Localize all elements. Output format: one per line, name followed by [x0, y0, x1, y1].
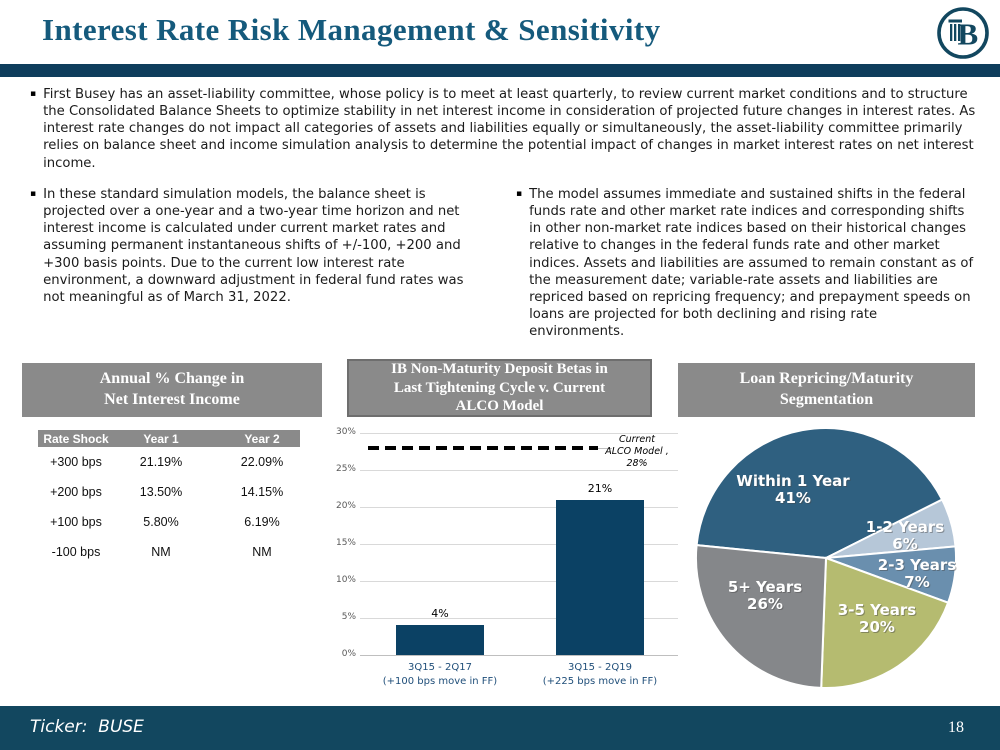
table-cell: +100 bps [50, 515, 102, 529]
table-cell: 21.19% [139, 455, 183, 469]
table-cell: NM [252, 545, 272, 559]
intro-bullet-text: First Busey has an asset-liability commi… [43, 87, 976, 171]
y-tick-label: 10% [335, 575, 356, 585]
table-cell: 13.50% [139, 485, 183, 499]
panel-title-net-interest-income: Annual % Change in Net Interest Income [22, 363, 322, 417]
table-row: +300 bps 21.19% 22.09% [38, 447, 300, 477]
column-b-icon: B [948, 17, 979, 52]
table-cell: +200 bps [50, 485, 102, 499]
rate-shock-table: +300 bps 21.19% 22.09% +200 bps 13.50% 14.15%… [38, 447, 300, 567]
y-tick-label: 15% [335, 538, 356, 548]
gridline [360, 581, 678, 582]
pie-slice [820, 556, 950, 689]
right-column-bullet: ▪ The model assumes immediate and sustai… [516, 186, 974, 340]
table-row: +200 bps 13.50% 14.15% [38, 477, 300, 507]
alco-reference-label-line: 28% [626, 458, 648, 470]
bar-value-label: 21% [587, 481, 613, 495]
gridline [360, 433, 678, 434]
pie-slice [695, 544, 828, 689]
table-cell: 6.19% [244, 515, 280, 529]
x-tick-label: 3Q15 - 2Q19 (+225 bps move in FF) [525, 661, 675, 688]
panel-title-deposit-betas: IB Non-Maturity Deposit Betas in Last Ti… [347, 359, 652, 417]
alco-reference-line [368, 445, 598, 450]
table-cell: +300 bps [50, 455, 102, 469]
table-cell: -100 bps [51, 545, 101, 559]
busey-bank-logo: B [937, 7, 989, 59]
pie-slice-label: 3-5 Years 20% [838, 601, 916, 636]
bar-value-label: 4% [431, 607, 449, 621]
table-header-cell: Year 2 [244, 431, 280, 446]
table-header-cell: Year 1 [143, 431, 179, 446]
y-tick-label: 30% [335, 427, 356, 437]
bullet-square-icon: ▪ [30, 89, 37, 99]
bar [556, 499, 644, 655]
panel-title-loan-repricing: Loan Repricing/Maturity Segmentation [678, 363, 975, 417]
footer-bar: Ticker: BUSE 18 [0, 706, 1000, 750]
table-cell: 5.80% [143, 515, 179, 529]
gridline [360, 655, 678, 656]
table-cell: 22.09% [240, 455, 284, 469]
table-cell: 14.15% [240, 485, 284, 499]
pie-slice-label: 5+ Years 26% [728, 578, 802, 613]
loan-repricing-pie-chart: Within 1 Year 41% 1-2 Years 6%2-3 Years 7% 3-… [695, 427, 957, 689]
intro-bullet: ▪ First Busey has an asset-liability com… [30, 86, 976, 172]
gridline [360, 507, 678, 508]
x-tick-line: (+100 bps move in FF) [382, 675, 498, 687]
x-tick-line: (+225 bps move in FF) [542, 675, 658, 687]
alco-reference-label-line: Current [618, 434, 656, 445]
alco-reference-label-line: ALCO Model , [605, 446, 669, 458]
table-row: +100 bps 5.80% 6.19% [38, 507, 300, 537]
page-number: 18 [948, 719, 964, 736]
page-title: Interest Rate Risk Management & Sensitiv… [42, 12, 661, 47]
svg-text:B: B [958, 17, 979, 52]
pie-slice-label: 2-3 Years 7% [878, 556, 956, 591]
pie-slice-label: Within 1 Year 41% [736, 472, 850, 507]
x-tick-line: 3Q15 - 2Q17 [408, 662, 472, 673]
right-bullet-text: The model assumes immediate and sustaine… [529, 187, 974, 340]
left-bullet-text: In these standard simulation models, the… [43, 187, 464, 305]
gridline [360, 544, 678, 545]
pie-slice-label: 1-2 Years 6% [866, 518, 944, 553]
table-cell: NM [151, 545, 171, 559]
ticker-label: Ticker: BUSE [30, 717, 144, 737]
table-row: -100 bps NM NM [38, 537, 300, 567]
header-divider-bar [0, 64, 1000, 77]
bar [396, 625, 484, 655]
y-tick-label: 5% [341, 612, 356, 622]
bullet-square-icon: ▪ [30, 189, 37, 199]
y-tick-label: 20% [335, 501, 356, 511]
y-tick-label: 0% [341, 649, 356, 659]
gridline [360, 618, 678, 619]
x-tick-line: 3Q15 - 2Q19 [568, 662, 632, 673]
rate-shock-table-header: Rate Shock Year 1 Year 2 [38, 430, 300, 447]
pie-slice [695, 427, 944, 560]
reference-leader-line [598, 447, 612, 449]
alco-reference-label: Current ALCO Model , 28% [594, 434, 680, 470]
gridline [360, 470, 678, 471]
deposit-betas-bar-chart: 0% 5% 10% 15% 20% 25% 30% 4% 3Q15 - 2Q17 (+100 bp… [332, 427, 680, 694]
table-header-cell: Rate Shock [43, 431, 109, 446]
x-tick-label: 3Q15 - 2Q17 (+100 bps move in FF) [365, 661, 515, 688]
bullet-square-icon: ▪ [516, 189, 523, 199]
y-tick-label: 25% [335, 464, 356, 474]
left-column-bullet: ▪ In these standard simulation models, t… [30, 186, 478, 306]
